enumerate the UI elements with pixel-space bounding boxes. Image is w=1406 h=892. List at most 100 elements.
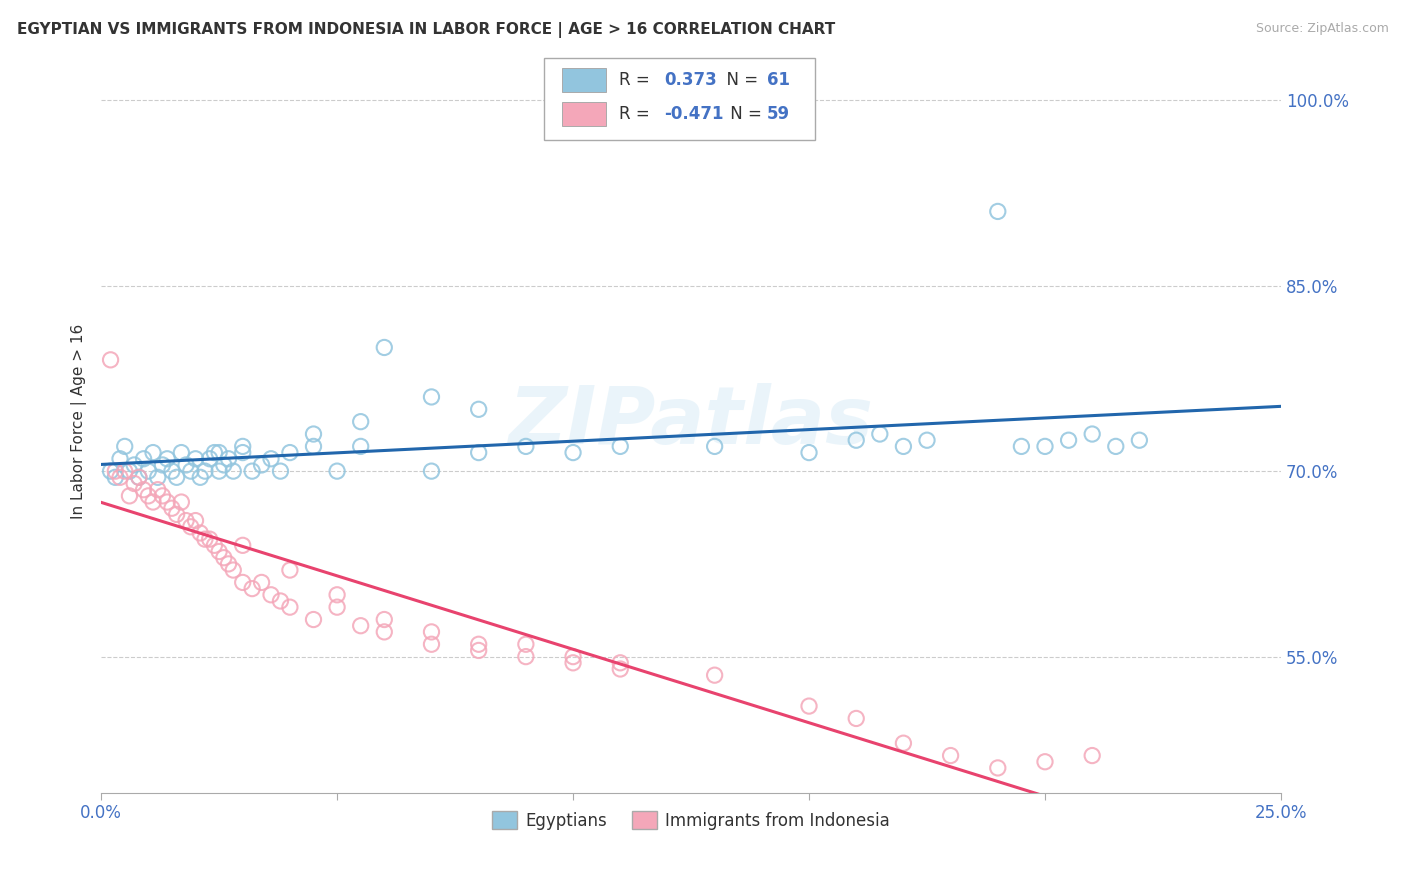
Point: [373, 613, 395, 627]
Point: [212, 458, 235, 472]
Point: [118, 464, 141, 478]
Point: [118, 489, 141, 503]
Text: N =: N =: [716, 71, 763, 89]
Text: -0.471: -0.471: [664, 104, 724, 123]
Point: [703, 668, 725, 682]
Point: [232, 575, 254, 590]
FancyBboxPatch shape: [544, 58, 815, 140]
Point: [302, 439, 325, 453]
Point: [420, 637, 443, 651]
FancyBboxPatch shape: [562, 102, 606, 126]
Point: [180, 464, 202, 478]
Point: [350, 439, 373, 453]
Point: [232, 538, 254, 552]
Point: [609, 439, 631, 453]
Point: [420, 624, 443, 639]
Point: [562, 445, 585, 459]
Point: [269, 464, 291, 478]
Point: [180, 520, 202, 534]
Point: [278, 600, 301, 615]
Point: [893, 439, 915, 453]
Point: [260, 588, 283, 602]
Point: [100, 352, 122, 367]
Point: [302, 427, 325, 442]
Point: [250, 575, 273, 590]
Point: [100, 464, 122, 478]
Point: [515, 637, 537, 651]
Point: [184, 451, 207, 466]
Point: [240, 582, 263, 596]
FancyBboxPatch shape: [562, 69, 606, 92]
Point: [1128, 434, 1150, 448]
Point: [104, 470, 127, 484]
Point: [166, 508, 188, 522]
Point: [232, 439, 254, 453]
Point: [146, 483, 169, 497]
Point: [1081, 748, 1104, 763]
Point: [136, 464, 159, 478]
Text: 61: 61: [766, 71, 790, 89]
Point: [132, 483, 155, 497]
Point: [184, 514, 207, 528]
Point: [122, 458, 145, 472]
Point: [278, 563, 301, 577]
Point: [174, 514, 197, 528]
Point: [128, 470, 150, 484]
Point: [260, 451, 283, 466]
Point: [188, 470, 211, 484]
Point: [350, 618, 373, 632]
Point: [166, 470, 188, 484]
Point: [420, 464, 443, 478]
Point: [108, 470, 131, 484]
Text: EGYPTIAN VS IMMIGRANTS FROM INDONESIA IN LABOR FORCE | AGE > 16 CORRELATION CHAR: EGYPTIAN VS IMMIGRANTS FROM INDONESIA IN…: [17, 22, 835, 38]
Point: [1010, 439, 1032, 453]
Point: [104, 464, 127, 478]
Point: [198, 451, 221, 466]
Point: [1033, 439, 1056, 453]
Point: [1057, 434, 1080, 448]
Text: N =: N =: [725, 104, 768, 123]
Point: [128, 470, 150, 484]
Point: [122, 476, 145, 491]
Point: [278, 445, 301, 459]
Point: [845, 434, 868, 448]
Point: [114, 464, 136, 478]
Point: [373, 624, 395, 639]
Point: [152, 489, 174, 503]
Point: [326, 464, 349, 478]
Point: [869, 427, 891, 442]
Text: R =: R =: [619, 71, 655, 89]
Point: [218, 557, 240, 571]
Point: [609, 656, 631, 670]
Point: [108, 451, 131, 466]
Point: [915, 434, 938, 448]
Point: [562, 649, 585, 664]
Point: [250, 458, 273, 472]
Point: [156, 451, 179, 466]
Point: [797, 445, 820, 459]
Point: [515, 439, 537, 453]
Legend: Egyptians, Immigrants from Indonesia: Egyptians, Immigrants from Indonesia: [485, 805, 897, 837]
Point: [202, 538, 225, 552]
Point: [609, 662, 631, 676]
Point: [222, 563, 245, 577]
Point: [152, 458, 174, 472]
Point: [1081, 427, 1104, 442]
Text: ZIPatlas: ZIPatlas: [509, 383, 873, 460]
Point: [212, 550, 235, 565]
Point: [156, 495, 179, 509]
Point: [467, 445, 489, 459]
Y-axis label: In Labor Force | Age > 16: In Labor Force | Age > 16: [72, 324, 87, 519]
Point: [146, 470, 169, 484]
Point: [703, 439, 725, 453]
Point: [170, 495, 193, 509]
Point: [302, 613, 325, 627]
Point: [515, 649, 537, 664]
Point: [136, 489, 159, 503]
Text: 0.373: 0.373: [664, 71, 717, 89]
Point: [222, 464, 245, 478]
Point: [218, 451, 240, 466]
Point: [326, 588, 349, 602]
Point: [194, 464, 217, 478]
Point: [160, 501, 183, 516]
